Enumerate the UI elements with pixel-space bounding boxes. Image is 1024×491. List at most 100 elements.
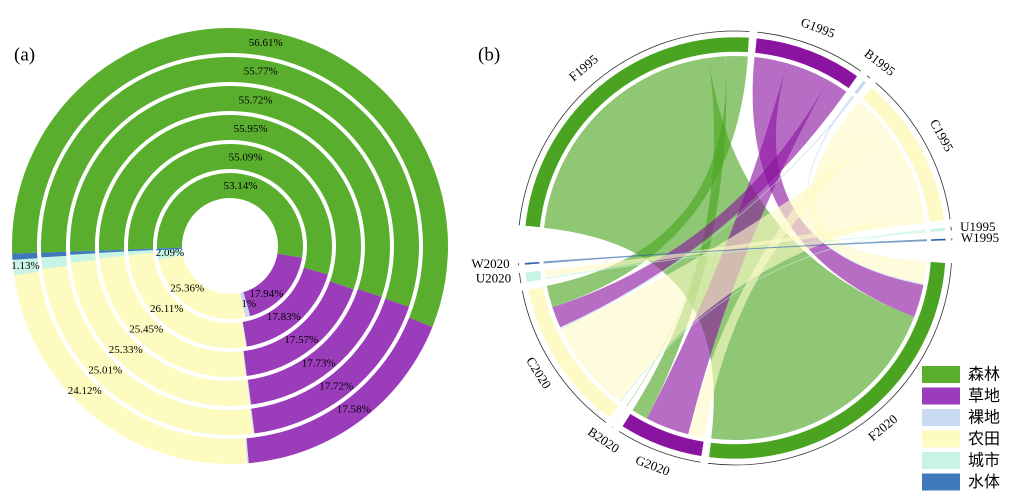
node-label: F2020 — [865, 411, 900, 444]
value-label: 25.01% — [88, 364, 122, 376]
ring-segment — [157, 248, 183, 260]
ring-segment — [128, 249, 154, 256]
ring-segment — [99, 255, 246, 377]
legend-swatch — [922, 366, 960, 383]
ring-segment — [13, 271, 248, 464]
node-label: W2020 — [471, 256, 509, 271]
value-label: 56.61% — [249, 37, 283, 49]
ring-segment — [251, 298, 409, 434]
node-arc — [525, 270, 542, 283]
legend-swatch — [922, 387, 960, 405]
legend-label: 城市 — [968, 451, 1000, 470]
node-arc — [621, 413, 705, 457]
value-label: 53.14% — [224, 180, 258, 192]
ring-segment — [41, 255, 68, 270]
node-label: F1995 — [566, 51, 601, 84]
node-axis — [518, 30, 750, 226]
ring-segment — [128, 252, 247, 348]
ring-segment — [70, 260, 251, 406]
ring-segment — [242, 351, 247, 377]
node-arc — [861, 87, 945, 223]
value-label: 17.57% — [284, 334, 318, 346]
ring-segment — [242, 321, 247, 347]
node-arc — [929, 227, 946, 233]
chord-ribbon — [543, 239, 927, 264]
ring-segment — [246, 379, 252, 405]
ring-segment — [246, 317, 433, 464]
node-label: B2020 — [585, 424, 622, 456]
ring-segment — [99, 249, 125, 253]
value-label: 2.09% — [156, 247, 184, 259]
chord-ribbon — [560, 129, 925, 402]
legend-label: 水体 — [968, 472, 1000, 491]
value-label: 17.73% — [302, 357, 336, 369]
panel-label: (b) — [478, 44, 500, 65]
node-label: B1995 — [862, 46, 899, 79]
value-label: 25.33% — [109, 344, 143, 356]
node-arc — [754, 37, 858, 89]
ring-segment — [128, 144, 332, 275]
node-label: G1995 — [799, 14, 837, 41]
chord-ribbon — [688, 117, 887, 438]
ring-segment — [41, 251, 67, 258]
node-label: C2020 — [523, 354, 554, 391]
ring-segment — [156, 173, 303, 258]
chord-ribbon — [752, 56, 924, 317]
chord-ribbon — [546, 55, 748, 308]
ring-segment — [250, 408, 255, 434]
legend-swatch — [922, 452, 960, 469]
node-arc — [524, 36, 750, 228]
legend-swatch — [922, 409, 960, 426]
node-arc — [524, 261, 540, 266]
value-label: 17.58% — [337, 404, 371, 416]
legend-swatch — [922, 473, 960, 491]
value-label: 17.72% — [319, 380, 353, 392]
ring-segment — [42, 266, 254, 435]
value-label: 55.95% — [234, 123, 268, 135]
node-arc — [853, 80, 867, 95]
panel-label: (a) — [14, 44, 35, 65]
node-axis — [521, 290, 607, 423]
node-axis — [708, 263, 952, 466]
node-arc — [708, 261, 946, 460]
chord-ribbon — [810, 101, 927, 284]
ring-segment — [70, 253, 96, 263]
ring-segment — [99, 251, 125, 259]
node-label: U2020 — [476, 270, 511, 285]
value-label: 55.09% — [229, 151, 263, 163]
ring-segment — [158, 255, 246, 319]
node-axis — [757, 31, 862, 72]
ring-segment — [128, 248, 154, 252]
ring-segment — [243, 253, 303, 317]
value-label: 17.83% — [267, 311, 301, 323]
ring-segment — [247, 289, 382, 405]
node-label: G2020 — [634, 452, 672, 479]
node-label: C1995 — [927, 117, 957, 155]
node-label: U1995 — [960, 219, 995, 234]
ring-segment — [242, 267, 328, 347]
legend-label: 森林 — [968, 365, 1000, 384]
ring-segment — [243, 281, 354, 376]
legend-label: 农田 — [968, 429, 1000, 448]
value-label: 1.13% — [11, 260, 39, 272]
node-arc — [527, 286, 619, 419]
value-label: 25.36% — [170, 282, 204, 294]
value-label: 25.45% — [129, 323, 163, 335]
ring-segment — [157, 247, 183, 251]
value-label: 24.12% — [68, 385, 102, 397]
chord-ribbon — [544, 215, 926, 278]
legend-swatch — [922, 430, 960, 448]
ring-segment — [12, 252, 38, 260]
node-axis — [618, 431, 701, 463]
legend-label: 草地 — [968, 386, 1000, 405]
ring-segment — [99, 115, 361, 290]
value-label: 17.94% — [249, 288, 283, 300]
ring-segment — [240, 292, 251, 318]
node-axis — [875, 82, 951, 220]
node-arc — [615, 409, 625, 423]
node-axis — [519, 272, 522, 284]
node-axis — [866, 75, 871, 79]
node-label: W1995 — [961, 230, 999, 245]
chord-ribbon — [545, 230, 927, 280]
